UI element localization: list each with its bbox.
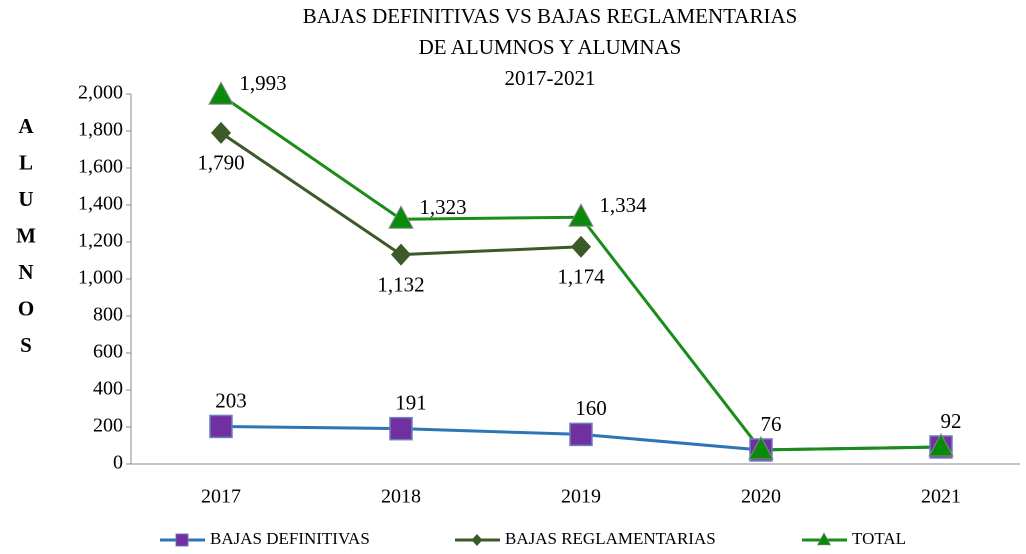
data-label: 92: [941, 409, 962, 433]
data-point: [748, 435, 774, 460]
data-label: 203: [215, 388, 247, 412]
x-tick-label: 2018: [381, 486, 421, 508]
legend-label: BAJAS DEFINITIVAS: [210, 529, 370, 548]
data-point: [928, 432, 954, 457]
data-point: [211, 121, 231, 144]
x-tick-label: 2020: [741, 486, 781, 508]
data-point: [209, 414, 233, 439]
legend-marker: [471, 533, 483, 547]
data-label: 1,323: [419, 195, 466, 219]
y-tick-label: 1,200: [78, 230, 123, 252]
data-label: 1,132: [377, 272, 424, 296]
x-tick-label: 2021: [921, 486, 961, 508]
data-point: [208, 81, 234, 105]
y-tick-label: 0: [113, 452, 123, 474]
data-label: 191: [395, 390, 427, 414]
y-axis-label: L: [19, 150, 33, 174]
y-axis-label: M: [16, 223, 36, 247]
x-tick-label: 2019: [561, 486, 601, 508]
legend-marker: [175, 533, 189, 547]
x-tick-label: 2017: [201, 486, 241, 508]
legend-label: BAJAS REGLAMENTARIAS: [505, 529, 716, 548]
y-tick-label: 1,800: [78, 119, 123, 141]
y-axis-label: U: [18, 187, 33, 211]
y-tick-label: 2,000: [78, 82, 123, 104]
data-point: [389, 416, 413, 441]
y-tick-label: 600: [93, 341, 123, 363]
data-point: [568, 203, 594, 227]
data-label: 1,334: [599, 193, 647, 217]
chart-title: 2017-2021: [505, 66, 596, 90]
data-label: 1,993: [239, 71, 286, 95]
data-label: 1,174: [557, 265, 605, 289]
y-tick-label: 1,400: [78, 193, 123, 215]
data-label: 1,790: [197, 151, 244, 175]
data-label: 160: [575, 396, 607, 420]
y-tick-label: 200: [93, 415, 123, 437]
data-point: [388, 205, 414, 229]
data-point: [391, 243, 411, 266]
chart-title: DE ALUMNOS Y ALUMNAS: [419, 35, 682, 59]
y-tick-label: 1,000: [78, 267, 123, 289]
legend-marker: [816, 532, 832, 546]
data-label: 76: [761, 412, 782, 436]
y-axis-label: S: [20, 333, 32, 357]
chart-title: BAJAS DEFINITIVAS VS BAJAS REGLAMENTARIA…: [303, 4, 798, 28]
y-tick-label: 800: [93, 304, 123, 326]
series-line: [220, 131, 582, 257]
y-axis-label: O: [18, 296, 34, 320]
y-tick-label: 400: [93, 378, 123, 400]
data-point: [569, 422, 593, 447]
y-tick-label: 1,600: [78, 156, 123, 178]
data-point: [571, 235, 591, 258]
y-axis-label: N: [18, 260, 33, 284]
y-axis-label: A: [18, 114, 34, 138]
legend-label: TOTAL: [852, 529, 906, 548]
